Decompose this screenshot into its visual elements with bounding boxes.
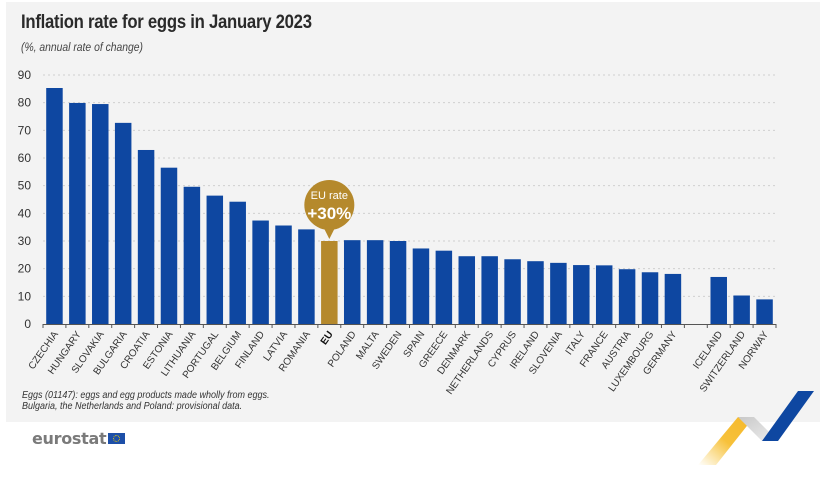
x-tick-label: EU — [319, 329, 336, 347]
bar-denmark — [458, 256, 476, 324]
bar-slovakia — [92, 104, 109, 324]
footnote-line-2: Bulgaria, the Netherlands and Poland: pr… — [22, 401, 243, 412]
x-axis: CZECHIAHUNGARYSLOVAKIABULGARIACROATIAEST… — [27, 324, 777, 397]
bar-malta — [366, 240, 384, 324]
y-tick-label: 40 — [18, 206, 32, 220]
bar-romania — [298, 229, 315, 324]
bar-austria — [618, 269, 636, 324]
y-axis: 0 10 20 30 40 50 60 70 80 90 — [18, 68, 32, 331]
y-tick-label: 60 — [18, 151, 32, 165]
bar-france — [595, 265, 613, 324]
bar-latvia — [275, 225, 292, 324]
bar-croatia — [137, 149, 155, 324]
y-tick-label: 90 — [18, 68, 32, 82]
bar-norway — [756, 299, 773, 324]
bar-poland — [343, 240, 361, 324]
y-tick-label: 50 — [18, 179, 32, 193]
bar-eu — [321, 241, 338, 324]
chart-title: Inflation rate for eggs in January 2023 — [21, 12, 312, 33]
callout-pointer — [323, 227, 336, 239]
logo-text: eurostat — [32, 429, 107, 448]
bar-belgium — [229, 201, 246, 324]
callout-value: +30% — [307, 204, 351, 223]
callout-bubble — [304, 180, 355, 230]
bar-greece — [435, 250, 453, 324]
bar-netherlands — [481, 256, 498, 324]
bar-chart: 0 10 20 30 40 50 60 70 80 90 CZECHIAHUNGARYSLOVAK… — [18, 68, 777, 397]
footnote-line-1: Eggs (01147): eggs and egg products made… — [22, 390, 270, 401]
bar-czechia — [46, 88, 63, 325]
bar-estonia — [160, 167, 178, 324]
footnote: Eggs (01147): eggs and egg products made… — [22, 390, 269, 412]
bar-ireland — [527, 261, 544, 324]
bar-hungary — [69, 102, 86, 325]
gridlines — [43, 74, 776, 297]
y-tick-label: 0 — [24, 317, 31, 331]
y-tick-label: 80 — [18, 96, 32, 110]
bar-finland — [252, 220, 269, 324]
bar-luxembourg — [641, 272, 659, 324]
bar-spain — [412, 248, 430, 324]
eurostat-swoosh-icon — [698, 391, 814, 465]
bar-bulgaria — [114, 122, 132, 324]
bar-italy — [573, 265, 590, 324]
bar-portugal — [206, 195, 224, 324]
y-tick-label: 10 — [18, 289, 32, 303]
bar-lithuania — [183, 186, 201, 324]
bar-iceland — [710, 276, 727, 324]
eu-rate-callout: EU rate +30% — [304, 180, 355, 239]
bars — [46, 88, 773, 325]
chart-subtitle: (%, annual rate of change) — [21, 42, 143, 54]
y-tick-label: 70 — [18, 123, 32, 137]
bar-cyprus — [504, 259, 521, 324]
callout-label: EU rate — [311, 190, 348, 202]
eurostat-logo: eurostat — [32, 429, 126, 448]
bar-switzerland — [733, 295, 750, 324]
eu-flag-icon — [108, 433, 126, 444]
bar-slovenia — [550, 262, 567, 324]
y-tick-label: 30 — [18, 234, 32, 248]
y-tick-label: 20 — [18, 262, 32, 276]
bar-germany — [664, 273, 682, 324]
bar-sweden — [389, 241, 407, 324]
